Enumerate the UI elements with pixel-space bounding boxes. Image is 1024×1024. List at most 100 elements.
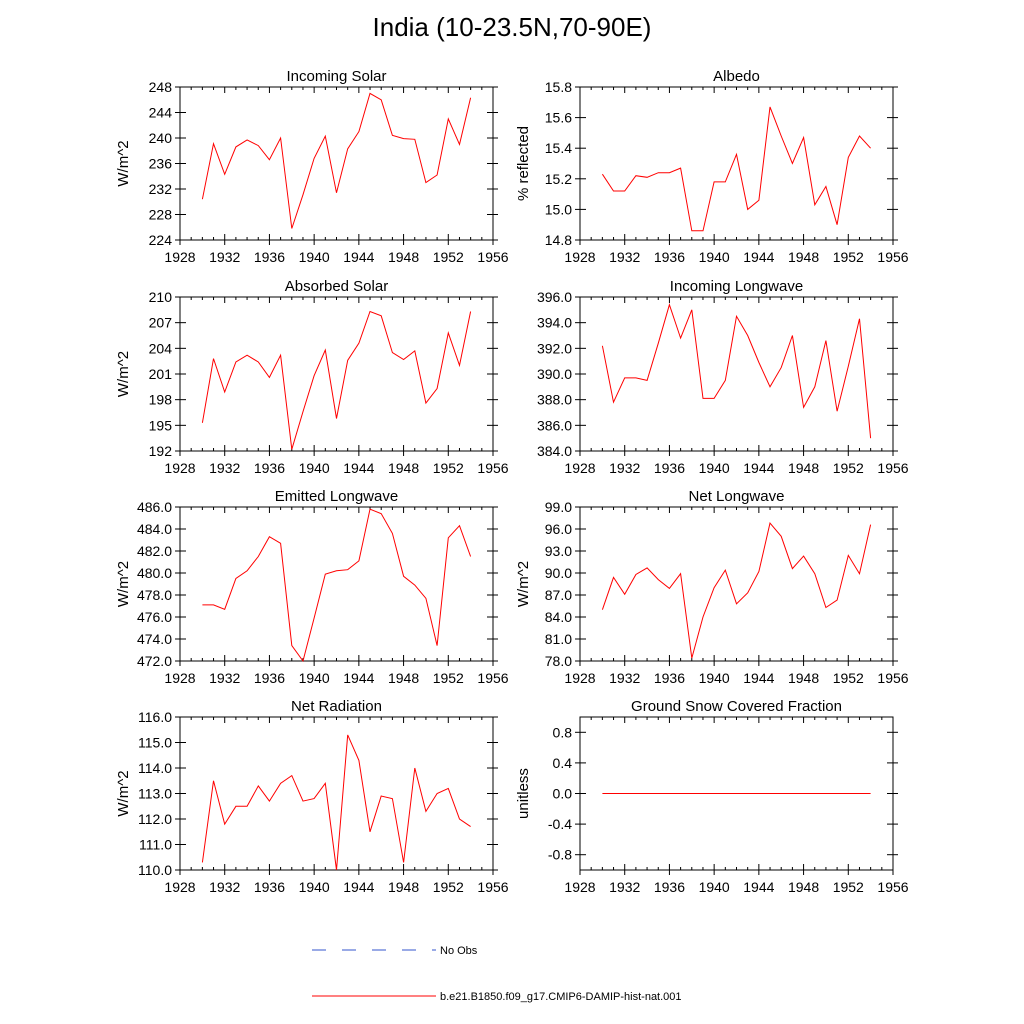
- x-tick-label: 1952: [833, 460, 864, 476]
- x-tick-label: 1940: [299, 249, 330, 265]
- y-tick-label: 248: [149, 79, 173, 95]
- x-tick-label: 1952: [833, 879, 864, 895]
- panel-incoming-longwave: Incoming Longwave 1928 1932 1936 1940 1944 194…: [537, 278, 909, 476]
- x-tick-label: 1944: [343, 670, 374, 686]
- x-tick-label: 1932: [609, 249, 640, 265]
- y-axis-label: unitless: [515, 768, 532, 819]
- x-tick-label: 1956: [477, 670, 508, 686]
- y-tick-label: 78.0: [545, 653, 572, 669]
- x-tick-label: 1936: [254, 670, 285, 686]
- series-line: [601, 303, 872, 439]
- x-tick-label: 1940: [699, 460, 730, 476]
- x-tick-label: 1928: [564, 460, 595, 476]
- x-tick-label: 1928: [564, 670, 595, 686]
- y-tick-label: 115.0: [138, 735, 172, 751]
- y-tick-label: 99.0: [545, 499, 572, 515]
- x-tick-label: 1948: [388, 670, 419, 686]
- y-tick-label: 388.0: [537, 392, 572, 408]
- y-tick-label: 15.2: [545, 171, 572, 187]
- y-tick-label: 478.0: [137, 587, 172, 603]
- y-tick-label: 236: [149, 156, 173, 172]
- x-tick-label: 1944: [743, 879, 774, 895]
- y-tick-label: 111.0: [139, 837, 172, 853]
- y-tick-label: 15.0: [545, 201, 572, 217]
- x-tick-label: 1952: [433, 460, 464, 476]
- series-line: [201, 310, 472, 450]
- series-line: [601, 106, 871, 232]
- x-tick-label: 1940: [299, 879, 330, 895]
- y-tick-label: 116.0: [138, 709, 172, 725]
- y-tick-label: 244: [149, 105, 173, 121]
- y-axis-label: W/m^2: [115, 351, 132, 397]
- y-tick-label: 482.0: [137, 543, 172, 559]
- y-tick-label: 480.0: [137, 565, 172, 581]
- x-tick-label: 1932: [609, 460, 640, 476]
- y-tick-label: 394.0: [537, 315, 572, 331]
- panel-title: Net Longwave: [689, 488, 785, 505]
- x-tick-label: 1944: [743, 670, 774, 686]
- y-tick-label: 198: [149, 392, 173, 408]
- series-line: [201, 734, 471, 871]
- x-tick-label: 1956: [477, 249, 508, 265]
- y-axis-label: W/m^2: [515, 561, 532, 607]
- y-tick-label: 224: [149, 232, 173, 248]
- x-tick-label: 1956: [477, 879, 508, 895]
- panel-title: Incoming Solar: [286, 68, 386, 85]
- series-line: [601, 522, 872, 659]
- y-tick-label: 474.0: [137, 631, 172, 647]
- legend-label: No Obs: [440, 945, 478, 957]
- panel-net-radiation: Net Radiation 1928 1932 1936 1940 1944 1948 195…: [115, 698, 509, 895]
- plot-frame: [179, 86, 494, 241]
- x-tick-label: 1956: [877, 460, 908, 476]
- y-tick-label: 90.0: [545, 565, 572, 581]
- y-tick-label: 232: [149, 181, 173, 197]
- panel-title: Net Radiation: [291, 698, 382, 715]
- x-tick-label: 1928: [164, 879, 195, 895]
- y-tick-label: 93.0: [545, 543, 572, 559]
- x-tick-label: 1944: [743, 249, 774, 265]
- x-tick-label: 1948: [388, 879, 419, 895]
- legend-label: b.e21.B1850.f09_g17.CMIP6-DAMIP-hist-nat…: [440, 991, 682, 1003]
- x-tick-label: 1936: [654, 879, 685, 895]
- x-tick-label: 1936: [254, 460, 285, 476]
- x-tick-label: 1944: [743, 460, 774, 476]
- y-axis-label: % reflected: [515, 126, 532, 201]
- x-tick-label: 1944: [343, 460, 374, 476]
- y-axis-label: W/m^2: [115, 140, 132, 186]
- x-tick-label: 1956: [877, 249, 908, 265]
- panel-title: Emitted Longwave: [275, 488, 398, 505]
- x-tick-label: 1932: [209, 879, 240, 895]
- y-tick-label: 396.0: [537, 289, 572, 305]
- y-tick-label: 476.0: [137, 609, 172, 625]
- y-tick-label: 392.0: [537, 340, 572, 356]
- x-tick-label: 1936: [254, 879, 285, 895]
- x-tick-label: 1944: [343, 249, 374, 265]
- panel-ground-snow-covered-fraction: Ground Snow Covered Fraction 1928 1932 1936…: [515, 698, 909, 895]
- x-tick-label: 1952: [433, 670, 464, 686]
- y-tick-label: 15.6: [545, 110, 572, 126]
- y-tick-label: 0.8: [553, 724, 573, 740]
- y-tick-label: 113.0: [138, 786, 172, 802]
- x-tick-label: 1956: [877, 879, 908, 895]
- x-tick-label: 1936: [654, 460, 685, 476]
- y-tick-label: 204: [149, 340, 173, 356]
- y-tick-label: 384.0: [537, 443, 572, 459]
- x-tick-label: 1948: [388, 249, 419, 265]
- x-tick-label: 1936: [654, 670, 685, 686]
- panel-absorbed-solar: Absorbed Solar 1928 1932 1936 1940 1944 1948 19…: [115, 278, 509, 476]
- series-line: [202, 508, 472, 663]
- x-tick-label: 1928: [564, 879, 595, 895]
- plot-frame: [179, 506, 494, 662]
- series-line: [201, 92, 472, 229]
- panel-title: Incoming Longwave: [670, 278, 803, 295]
- plot-frame: [179, 296, 494, 452]
- panel-incoming-solar: Incoming Solar 1928 1932 1936 1940 1944 1948 19…: [115, 68, 509, 265]
- x-tick-label: 1952: [433, 879, 464, 895]
- x-tick-label: 1940: [699, 879, 730, 895]
- y-tick-label: 14.8: [545, 232, 572, 248]
- panel-albedo: Albedo 1928 1932 1936 1940 1944 1948 1952 1956 14…: [515, 68, 909, 265]
- panel-emitted-longwave: Emitted Longwave 1928 1932 1936 1940 1944 1948…: [115, 488, 509, 686]
- y-tick-label: 84.0: [545, 609, 572, 625]
- y-axis-label: W/m^2: [115, 561, 132, 607]
